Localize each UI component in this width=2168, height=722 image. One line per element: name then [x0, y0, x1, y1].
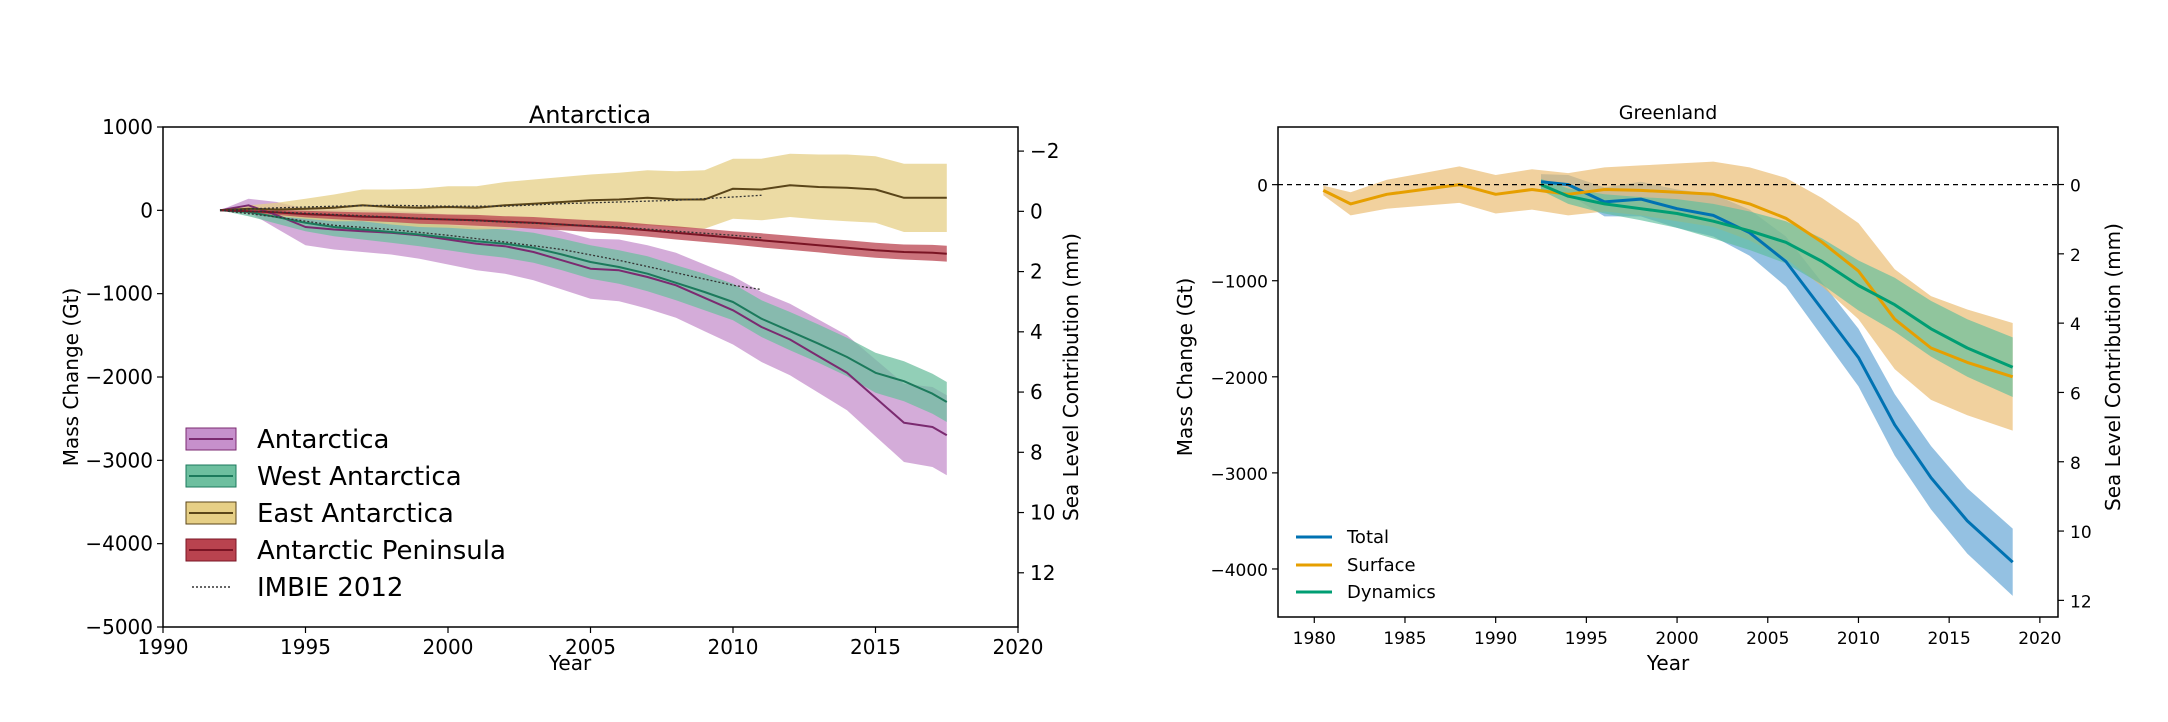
surface-band: [1323, 161, 2013, 431]
imbie-2012-reference-lines: [219, 194, 762, 291]
y2-tick-label: 4: [1030, 320, 1043, 344]
greenland-y2-ticks: 0 2 4 6 8 10 12: [2058, 177, 2092, 612]
antarctica-y-axis-label: Mass Change (Gt): [59, 288, 83, 467]
x-tick-label: 1995: [280, 635, 331, 659]
y-tick-label: 0: [1257, 177, 1268, 197]
imbie-2012-line-3: [219, 209, 762, 239]
antarctica-x-ticks: 1990 1995 2000 2005 2010 2015 2020: [138, 627, 1044, 659]
y2-tick-label: 12: [2070, 592, 2092, 612]
antarctica-line: [219, 204, 948, 437]
total-line: [1540, 180, 2014, 564]
y-tick-label: 0: [140, 198, 153, 222]
x-tick-label: 2000: [1655, 629, 1698, 649]
legend-item-west-antarctica: West Antarctica: [185, 462, 462, 492]
y-tick-label: −1000: [1210, 273, 1268, 293]
antarctic-peninsula-line: [219, 209, 947, 255]
legend-item-antarctic-peninsula: Antarctic Peninsula: [185, 536, 506, 566]
antarctica-legend: Antarctica West Antarctica East Antarcti…: [185, 425, 506, 603]
legend-label-dynamics: Dynamics: [1347, 582, 1436, 603]
antarctica-title: Antarctica: [529, 101, 651, 129]
x-tick-label: 1985: [1383, 629, 1426, 649]
y-tick-label: −3000: [1210, 465, 1268, 485]
y-tick-label: −3000: [85, 448, 153, 472]
dynamics-line: [1540, 183, 2014, 369]
greenland-legend: Total Surface Dynamics: [1296, 527, 1436, 603]
x-tick-label: 2010: [1837, 629, 1880, 649]
greenland-plot-frame: [1277, 126, 2059, 618]
antarctic-peninsula-band: [220, 209, 947, 262]
antarctica-y2-axis-label: Sea Level Contribution (mm): [1059, 233, 1083, 521]
legend-item-east-antarctica: East Antarctica: [185, 499, 454, 529]
x-tick-label: 2015: [850, 635, 901, 659]
x-tick-label: 2000: [423, 635, 474, 659]
y2-tick-label: 0: [1030, 199, 1043, 223]
y2-tick-label: 6: [2070, 384, 2081, 404]
imbie-2012-line-1: [219, 194, 762, 211]
x-tick-label: 1980: [1293, 629, 1336, 649]
west-antarctica-band: [220, 207, 947, 422]
east-antarctica-line: [219, 184, 947, 212]
legend-label-imbie-2012: IMBIE 2012: [257, 573, 403, 603]
legend-item-antarctica: Antarctica: [185, 425, 389, 455]
x-tick-label: 2005: [565, 635, 616, 659]
antarctica-y2-ticks: −2 0 2 4 6 8 10 12: [1018, 139, 1059, 585]
greenland-series-lines: [1322, 180, 2014, 564]
legend-item-total: Total: [1296, 527, 1389, 548]
x-tick-label: 2015: [1928, 629, 1971, 649]
x-tick-label: 2020: [993, 635, 1044, 659]
y-tick-label: −5000: [85, 615, 153, 639]
legend-item-surface: Surface: [1296, 555, 1416, 576]
y2-tick-label: 8: [1030, 440, 1043, 464]
x-tick-label: 1995: [1565, 629, 1608, 649]
west-antarctica-line: [219, 209, 948, 403]
greenland-uncertainty-bands: [1323, 161, 2013, 596]
x-tick-label: 2005: [1746, 629, 1789, 649]
legend-label-west-antarctica: West Antarctica: [257, 462, 462, 492]
y-tick-label: −1000: [85, 282, 153, 306]
greenland-y2-axis-label: Sea Level Contribution (mm): [2101, 223, 2125, 511]
y2-tick-label: 12: [1030, 561, 1055, 585]
surface-line: [1322, 183, 2014, 379]
antarctica-x-axis-label: Year: [548, 651, 592, 675]
y-tick-label: −2000: [1210, 369, 1268, 389]
east-antarctica-band: [220, 153, 947, 232]
legend-item-imbie-2012: IMBIE 2012: [192, 573, 403, 603]
greenland-chart: 1980 1985 1990 1995 2000 2005 2010 2015 2020 0−1…: [1173, 102, 2125, 675]
antarctica-chart: 1990 1995 2000 2005 2010 2015 2020 10000−1000−…: [59, 101, 1083, 675]
y2-tick-label: 2: [1030, 260, 1043, 284]
antarctica-y-ticks: 1000 0 −1000 −2000 −3000 −4000 −5000: [85, 115, 163, 639]
antarctica-series-lines: [219, 184, 948, 437]
greenland-y-axis-label: Mass Change (Gt): [1173, 278, 1197, 457]
greenland-title: Greenland: [1619, 102, 1718, 124]
legend-item-dynamics: Dynamics: [1296, 582, 1436, 603]
y2-tick-label: 2: [2070, 246, 2081, 266]
legend-label-antarctic-peninsula: Antarctic Peninsula: [257, 536, 506, 566]
y-tick-label: −4000: [1210, 561, 1268, 581]
x-tick-label: 1990: [138, 635, 189, 659]
y2-tick-label: 4: [2070, 315, 2081, 335]
greenland-x-ticks: 1980 1985 1990 1995 2000 2005 2010 2015 2020: [1293, 617, 2061, 649]
y2-tick-label: 8: [2070, 454, 2081, 474]
x-tick-label: 1990: [1474, 629, 1517, 649]
y-tick-label: −4000: [85, 532, 153, 556]
y2-tick-label: 10: [2070, 523, 2092, 543]
legend-label-surface: Surface: [1347, 555, 1416, 576]
y-tick-label: 1000: [102, 115, 153, 139]
x-tick-label: 2020: [2018, 629, 2061, 649]
y2-tick-label: 10: [1030, 501, 1055, 525]
imbie-2012-line-2: [219, 209, 762, 291]
y-tick-label: −2000: [85, 365, 153, 389]
y2-tick-label: 6: [1030, 380, 1043, 404]
legend-label-antarctica: Antarctica: [257, 425, 389, 455]
greenland-x-axis-label: Year: [1646, 651, 1690, 675]
legend-label-total: Total: [1346, 527, 1389, 548]
x-tick-label: 2010: [708, 635, 759, 659]
y2-tick-label: 0: [2070, 177, 2081, 197]
greenland-y-ticks: 0 −1000 −2000 −3000 −4000: [1210, 177, 1278, 581]
legend-label-east-antarctica: East Antarctica: [257, 499, 454, 529]
y2-tick-label: −2: [1030, 139, 1059, 163]
